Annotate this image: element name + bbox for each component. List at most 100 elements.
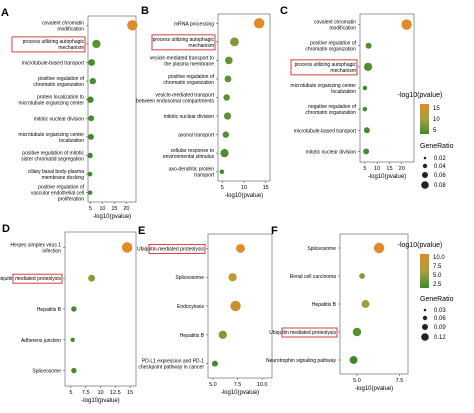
x-axis-label: -log10(pvalue) (355, 386, 393, 392)
category-label: chromatin organization (163, 80, 214, 86)
x-tick-label: 7.5 (396, 378, 404, 384)
category-label: PD-L1 expression and PD-1 (142, 359, 204, 365)
data-point (222, 131, 230, 138)
data-point (362, 106, 368, 112)
category-label: infection (42, 248, 61, 254)
data-point (88, 115, 95, 122)
legend-top-size-tick: 0.06 (434, 173, 446, 179)
category-label: localization (331, 89, 356, 95)
category-label: Spliceosome (307, 246, 336, 252)
highlight-box (12, 273, 63, 284)
data-point (87, 152, 93, 159)
legend-bottom-color-tick: 2.5 (433, 282, 442, 288)
legend-top-size-dot (421, 181, 429, 189)
highlight-box (11, 36, 86, 53)
category-label: transport (194, 173, 214, 179)
panel-e: E 5.0 7.5 10.0 -log10(pvalue) Ubiquitin-media… (137, 225, 273, 396)
data-point (71, 367, 77, 374)
category-label: proliferation (58, 197, 84, 203)
category-label: positive regulation of (38, 76, 84, 82)
x-tick-label: 5.0 (209, 382, 217, 388)
data-point (236, 243, 245, 253)
category-label: cellular response to (171, 148, 215, 154)
x-tick-label: 15 (111, 206, 117, 212)
category-label: microtubule-based transport (22, 61, 85, 67)
category-label: mechanism (330, 68, 356, 74)
x-axis-label: -log10(pvalue) (225, 193, 263, 199)
category-label: microtubule organizing center (290, 83, 356, 89)
highlight-box (290, 59, 358, 76)
highlight-box (151, 34, 216, 51)
category-label: covalent chromatin (314, 20, 356, 26)
data-point (349, 356, 358, 364)
category-label: process utilizing autophagic (295, 62, 357, 68)
x-tick-label: 5 (221, 185, 224, 191)
data-point (373, 242, 385, 254)
category-label: membrane docking (41, 175, 84, 181)
legend-bottom-color-tick: 5.0 (433, 273, 442, 279)
category-label: process utilizing autophagic (153, 37, 215, 43)
data-point (253, 18, 265, 29)
data-point (220, 149, 229, 158)
x-tick-label: 5 (89, 206, 92, 212)
data-point (352, 327, 362, 337)
legend-top-size-dot (423, 156, 427, 160)
x-tick-label: 10 (99, 206, 105, 212)
panel-c: C 5 10 15 20 -log10(pvalue) covalent chromatin… (280, 5, 415, 180)
data-point (87, 133, 94, 140)
category-label: positive regulation of (310, 41, 356, 47)
legend-top-colorbar (420, 104, 429, 134)
plot-frame (359, 13, 415, 163)
category-label: between endosomal compartments (136, 99, 214, 105)
data-point (88, 59, 96, 66)
data-point (363, 127, 370, 134)
category-label: vesicle-mediated transport (155, 93, 214, 99)
category-label: Endocytosis (177, 304, 204, 310)
category-label: Ubiquitin mediated proteolysis (269, 330, 336, 336)
category-label: positive regulation of mitotic (22, 151, 84, 157)
category-label: microtubule organizing center (18, 132, 84, 138)
category-label: microtubule-based transport (294, 128, 357, 134)
category-label: mechanism (58, 45, 84, 51)
legend-bottom-color-tick: 7.5 (433, 264, 442, 270)
category-label: covalent chromatin (42, 20, 84, 26)
highlight-box (148, 243, 206, 254)
plot-frame (339, 233, 409, 375)
panel-letter: D (2, 223, 10, 235)
legend-top-size-dot (422, 172, 428, 178)
category-label: mitotic nuclear division (164, 114, 215, 120)
data-point (89, 77, 97, 85)
category-label: ciliary basal body-plasma (28, 169, 84, 175)
legend-top-size-title: GeneRatio (420, 143, 454, 150)
data-point (362, 85, 368, 91)
data-point (359, 273, 365, 279)
x-tick-label: 5 (363, 166, 366, 172)
legend-bottom-size-dot (422, 315, 428, 321)
data-point (218, 330, 227, 339)
category-label: Hepatitis B (312, 302, 337, 308)
legend-top-size-dot (422, 163, 428, 169)
x-tick-label: 12.5 (110, 390, 121, 396)
legend-top-size-tick: 0.04 (434, 164, 446, 170)
data-point (224, 75, 232, 83)
panel-letter: E (138, 225, 145, 237)
x-tick-label: 15 (386, 166, 392, 172)
panel-letter: F (271, 225, 278, 237)
x-tick-label: 20 (123, 206, 129, 212)
data-point (87, 171, 93, 177)
category-label: Herpes simplex virus 1 (10, 242, 61, 248)
data-point (361, 300, 370, 308)
x-tick-label: 15 (263, 185, 269, 191)
legend-bottom-colorbar (420, 254, 429, 288)
data-point (223, 94, 230, 101)
data-point (228, 273, 237, 282)
data-point (223, 112, 232, 120)
category-label: negative regulation of (308, 104, 356, 110)
x-tick-label: 10 (241, 185, 247, 191)
category-label: Ubiquitin mediated proteolysis (0, 276, 61, 282)
legend-top: -log10(pvalue) 15 10 5 GeneRatio 0.02 0.… (398, 92, 454, 189)
legend-bottom-size-tick: 0.06 (434, 316, 446, 322)
category-label: modification (57, 26, 84, 32)
category-label: Adherens junction (21, 338, 61, 344)
data-point (230, 300, 241, 312)
